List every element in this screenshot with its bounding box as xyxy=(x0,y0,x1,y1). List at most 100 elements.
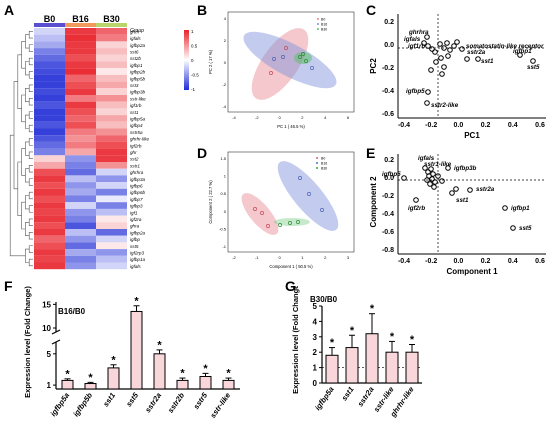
pca-legend: B0 B16 B30 xyxy=(317,17,327,31)
heatmap-cell xyxy=(96,215,127,223)
heatmap-cell xyxy=(96,121,127,129)
svg-text:0.0: 0.0 xyxy=(454,258,464,265)
heatmap-cell xyxy=(34,61,65,69)
svg-text:0.5: 0.5 xyxy=(191,44,198,49)
heatmap-cell xyxy=(65,148,96,156)
heatmap-cell xyxy=(96,155,127,162)
heatmap-cell xyxy=(96,48,127,55)
heatmap-cell xyxy=(96,222,127,229)
loading-e-label-sst5: sst5 xyxy=(519,225,532,232)
loading-c-label-igfals: igfals xyxy=(404,36,421,43)
svg-text:0.5: 0.5 xyxy=(220,191,226,196)
heatmap-gene-label: sst6 xyxy=(130,50,139,55)
bar-g-category-label: igfbp5a xyxy=(313,385,336,412)
heatmap-cell xyxy=(34,229,65,236)
heatmap-gene-label: sst3 xyxy=(130,83,139,88)
heatmap-gene-label: sstr-like xyxy=(130,96,146,101)
svg-text:2: 2 xyxy=(301,115,304,120)
heatmap-cell xyxy=(65,34,96,42)
svg-text:0.4: 0.4 xyxy=(508,122,518,129)
heatmap-cell xyxy=(34,242,65,250)
heatmap-gene-label: igfbp3 xyxy=(130,204,143,209)
heatmap-cell xyxy=(34,48,65,55)
heatmap-cell xyxy=(34,182,65,189)
svg-text:2: 2 xyxy=(224,38,227,43)
heatmap-cell xyxy=(65,235,96,243)
heatmap-cell xyxy=(96,108,127,116)
heatmap-gene-label: igfbp6 xyxy=(130,184,143,189)
heatmap-cell xyxy=(65,48,96,55)
svg-text:-0.4: -0.4 xyxy=(398,258,410,265)
heatmap-cell xyxy=(65,188,96,196)
heatmap-column-b30: B30 xyxy=(103,14,120,24)
svg-text:1: 1 xyxy=(301,255,304,260)
heatmap-cell xyxy=(34,115,65,122)
bar-g-significance: * xyxy=(390,331,395,343)
pca-legend-b16: B16 xyxy=(321,22,327,26)
heatmap-column-b16: B16 xyxy=(72,14,89,24)
heatmap-cell xyxy=(96,128,127,136)
heatmap-cell xyxy=(65,182,96,189)
bar-f-significance: * xyxy=(111,354,116,366)
heatmap-cell xyxy=(96,141,127,149)
loading-c-label-sst1: sst1 xyxy=(481,58,494,65)
heatmap-cell xyxy=(96,168,127,176)
heatmap-cell xyxy=(96,235,127,243)
heatmap-cell xyxy=(65,249,96,256)
heatmap-gene-label: igfbp1 xyxy=(130,63,143,68)
heatmap-cell xyxy=(96,115,127,122)
bar-g-sst1 xyxy=(345,347,359,384)
heatmap-cell xyxy=(34,81,65,89)
heatmap-cell xyxy=(65,255,96,263)
heatmap-cell xyxy=(96,28,127,35)
heatmap-cell xyxy=(34,88,65,95)
svg-text:-1: -1 xyxy=(255,255,259,260)
heatmap-cell xyxy=(65,195,96,203)
svg-text:-2: -2 xyxy=(255,115,259,120)
loading-plot-e: -0.4 -0.2 0.0 0.2 0.4 0.6 0.2 0.0 -0.2 -0.4 -0.6 -… xyxy=(369,154,546,276)
heatmap-gene-label: igfals xyxy=(130,264,141,269)
heatmap-gene-label: ghrhr-like xyxy=(130,137,150,142)
svg-text:0: 0 xyxy=(313,379,318,388)
heatmap-cell xyxy=(96,95,127,102)
panel-label-e: E xyxy=(366,145,376,161)
bar-f-sstr-like xyxy=(222,379,235,390)
svg-text:-0.5: -0.5 xyxy=(219,226,227,231)
heatmap-gene-label: igfbp2a xyxy=(130,43,146,48)
pca-ellipse-b30 xyxy=(294,52,312,64)
bar-f-sstr5 xyxy=(199,375,212,390)
loading-c-labels: ghrhra igfals igf1rb somatostatin-like r… xyxy=(404,29,544,109)
svg-text:0: 0 xyxy=(278,115,281,120)
heatmap-cell xyxy=(65,175,96,183)
svg-text:0.2: 0.2 xyxy=(384,19,394,26)
heatmap-gene-label: igfbp2a xyxy=(130,230,146,235)
svg-text:0.4: 0.4 xyxy=(508,258,518,265)
heatmap-gene-label: ghrhra xyxy=(130,170,144,175)
panel-label-b: B xyxy=(197,2,208,18)
heatmap-column-b0: B0 xyxy=(44,14,56,24)
heatmap-cell xyxy=(34,141,65,149)
heatmap-cell xyxy=(96,182,127,189)
svg-text:4: 4 xyxy=(224,16,227,21)
heatmap-group-label: Group xyxy=(130,28,144,34)
svg-text:2: 2 xyxy=(313,348,318,357)
svg-text:-0.8: -0.8 xyxy=(382,247,394,254)
heatmap-cell xyxy=(34,235,65,243)
svg-text:0: 0 xyxy=(191,58,194,63)
loading-e-label-sstr1-like: sstr1-like xyxy=(424,161,452,168)
bar-g-ghrhr-like xyxy=(405,351,419,384)
svg-text:1: 1 xyxy=(313,364,318,373)
bar-g-title: B30/B0 xyxy=(310,295,338,304)
bar-g-sstr2a xyxy=(365,333,379,384)
loading-c-label-somatostatin-like-receptor: somatostatin-like receptor xyxy=(466,43,544,50)
heatmap-gene-label: igf2rp3 xyxy=(130,251,144,256)
svg-text:-2: -2 xyxy=(222,82,226,87)
heatmap-cell xyxy=(34,208,65,216)
heatmap-gene-label: igfbp2b xyxy=(130,70,146,75)
svg-text:-0.2: -0.2 xyxy=(425,258,437,265)
bar-f-category-label: sst5 xyxy=(124,390,140,408)
heatmap-cell xyxy=(65,162,96,169)
heatmap-cell xyxy=(96,255,127,263)
bar-g-category-label: sst1 xyxy=(340,385,356,402)
loading-c-label-igfbp1: igfbp1 xyxy=(513,48,532,55)
